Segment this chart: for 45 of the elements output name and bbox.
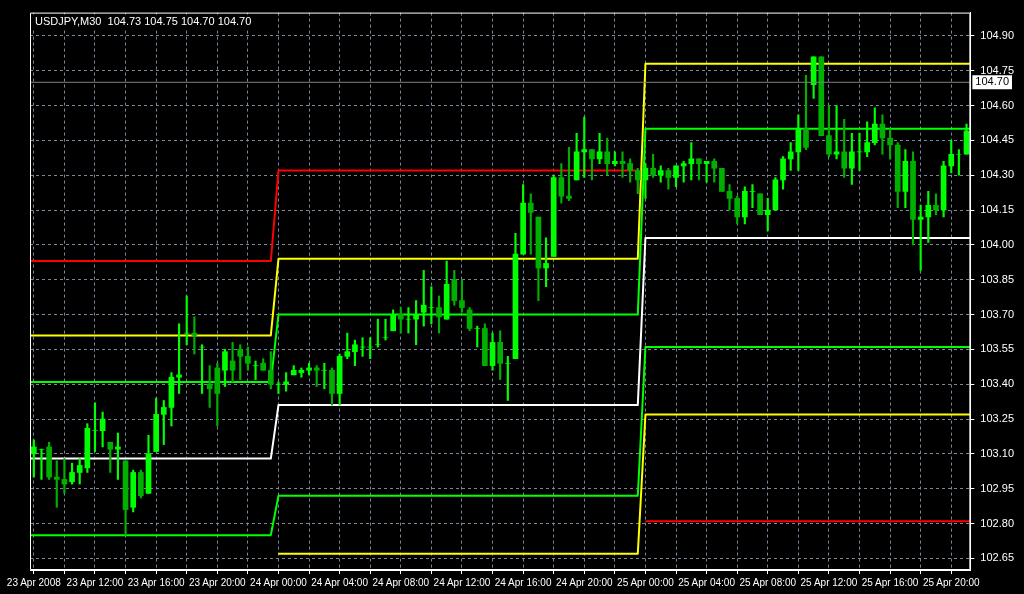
- x-tick-label: 24 Apr 20:00: [555, 576, 614, 588]
- x-tick-label: 24 Apr 04:00: [311, 576, 369, 588]
- y-tick-label: 103.70: [980, 307, 1015, 320]
- candlestick: [252, 360, 259, 380]
- y-tick-label: 103.55: [980, 342, 1015, 355]
- x-tick-label: 24 Apr 16:00: [494, 576, 552, 588]
- y-tick-label: 103.40: [980, 377, 1015, 390]
- y-tick-label: 102.80: [980, 516, 1015, 529]
- y-tick-label: 103.25: [980, 412, 1015, 425]
- x-tick-label: 23 Apr 2008: [6, 576, 62, 588]
- y-tick-label: 104.60: [980, 98, 1015, 111]
- y-tick-label: 104.15: [980, 203, 1015, 216]
- x-tick-label: 25 Apr 00:00: [617, 576, 675, 588]
- y-tick-label: 104.45: [980, 133, 1015, 146]
- x-tick-label: 25 Apr 16:00: [861, 576, 919, 588]
- y-tick-label: 103.10: [980, 446, 1015, 459]
- candlestick: [956, 149, 962, 176]
- candlestick: [726, 184, 733, 211]
- x-tick-label: 25 Apr 12:00: [800, 576, 858, 588]
- candlestick: [504, 356, 511, 401]
- y-tick-label: 104.30: [980, 168, 1015, 181]
- x-tick-label: 25 Apr 08:00: [739, 576, 797, 588]
- candlestick: [382, 318, 389, 341]
- y-tick-label: 102.65: [980, 551, 1015, 564]
- x-tick-label: 23 Apr 16:00: [127, 576, 185, 588]
- chart-title: USDJPY,M30 104.73 104.75 104.70 104.70: [35, 15, 252, 28]
- candlestick: [428, 286, 435, 325]
- x-tick-label: 23 Apr 20:00: [188, 576, 247, 588]
- x-tick-label: 25 Apr 20:00: [922, 576, 981, 588]
- x-tick-label: 24 Apr 08:00: [372, 576, 430, 588]
- x-tick-label: 23 Apr 12:00: [66, 576, 124, 588]
- y-tick-label: 104.75: [980, 63, 1015, 76]
- candlestick: [275, 381, 282, 394]
- ref-line-label: 104.70: [975, 75, 1010, 88]
- x-tick-label: 24 Apr 12:00: [433, 576, 491, 588]
- candlestick: [92, 402, 98, 452]
- candlestick: [405, 307, 412, 334]
- candlestick: [749, 184, 756, 209]
- y-tick-label: 103.85: [980, 272, 1015, 285]
- y-tick-label: 104.90: [980, 28, 1015, 41]
- x-tick-label: 25 Apr 04:00: [678, 576, 736, 588]
- candlestick: [38, 448, 45, 480]
- x-tick-label: 24 Apr 00:00: [250, 576, 308, 588]
- y-tick-label: 104.00: [980, 237, 1015, 250]
- y-tick-label: 102.95: [980, 481, 1015, 494]
